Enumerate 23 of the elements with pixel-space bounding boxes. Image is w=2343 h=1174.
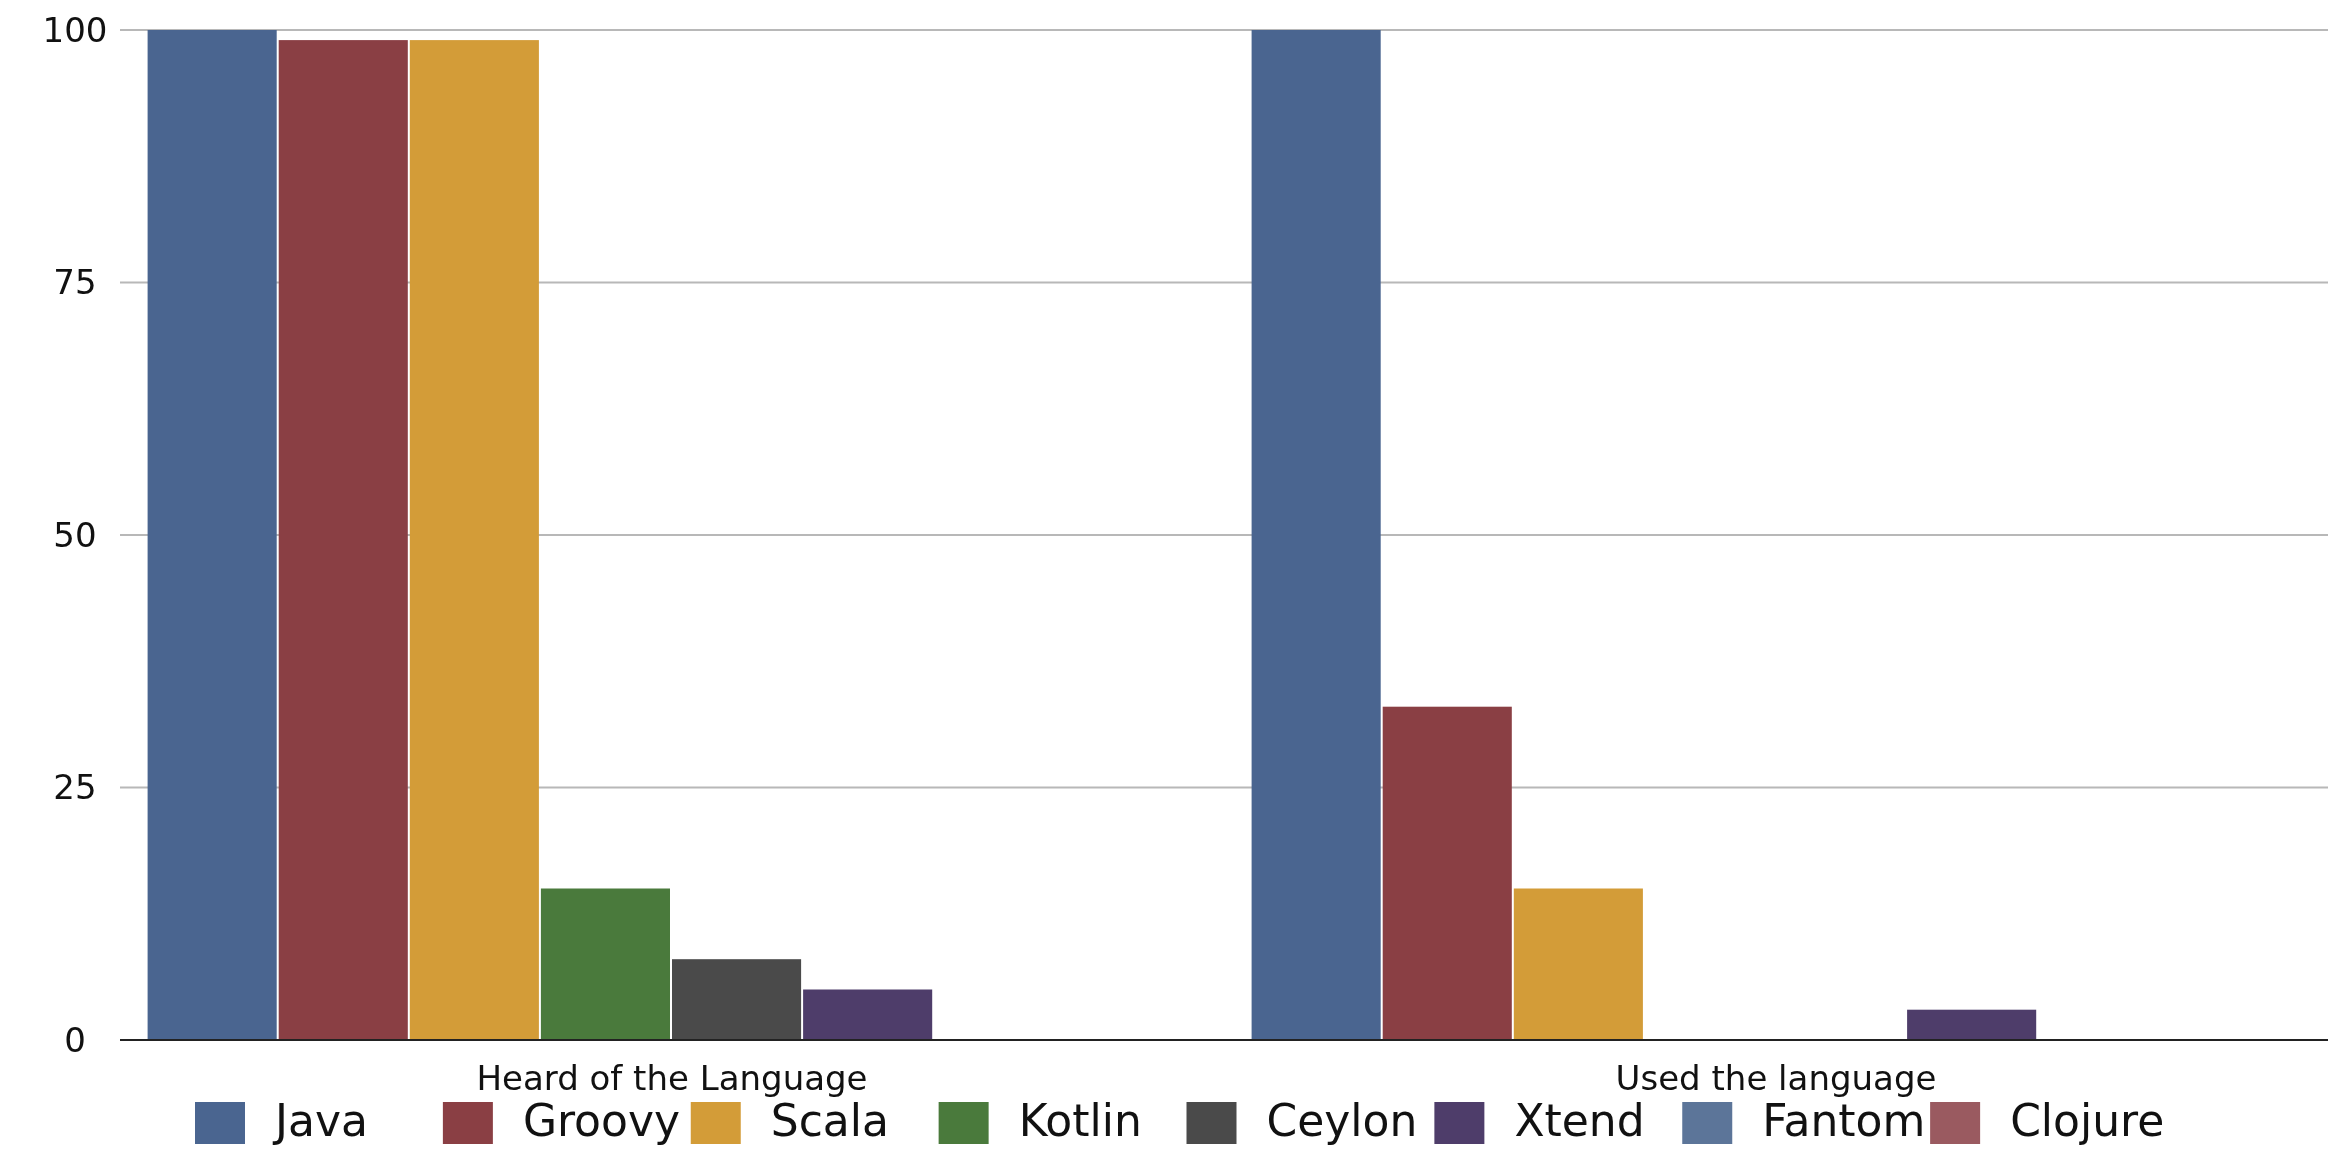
legend-label: Java (272, 1095, 368, 1146)
bar (672, 959, 802, 1040)
legend-label: Kotlin (1018, 1095, 1142, 1146)
legend-label: Xtend (1514, 1095, 1645, 1146)
bar (1907, 1009, 2037, 1040)
bar (540, 888, 670, 1040)
y-tick-label: 25 (53, 767, 97, 808)
x-tick-label: Used the language (1615, 1058, 1937, 1098)
bar (1251, 30, 1381, 1040)
bar (1513, 888, 1643, 1040)
bar (409, 40, 539, 1040)
y-tick-label: 100 (42, 9, 108, 50)
x-tick-label: Heard of the Language (476, 1058, 868, 1098)
bar (147, 30, 277, 1040)
legend-label: Ceylon (1266, 1095, 1418, 1146)
bar (1382, 706, 1512, 1040)
bar (803, 989, 933, 1040)
legend-label: Clojure (2010, 1095, 2165, 1146)
y-tick-label: 75 (53, 262, 97, 303)
bar (278, 40, 408, 1040)
y-tick-label: 0 (64, 1019, 86, 1060)
legend-label: Groovy (522, 1095, 681, 1146)
y-tick-label: 50 (53, 514, 97, 555)
